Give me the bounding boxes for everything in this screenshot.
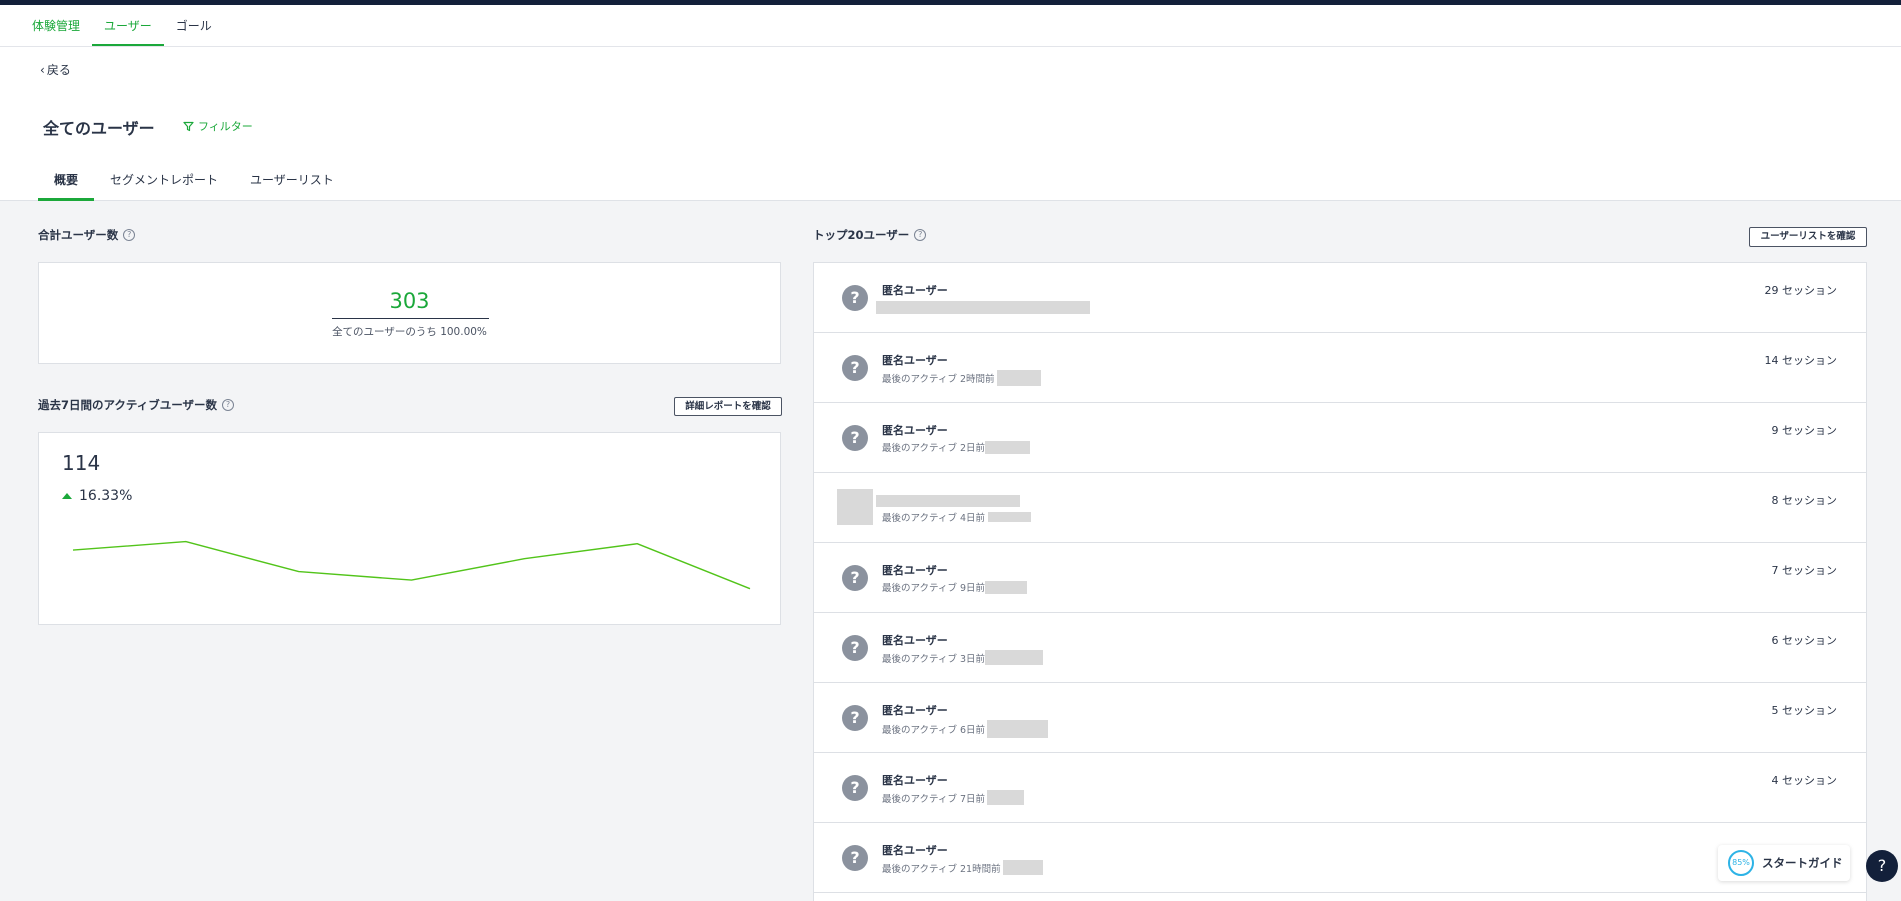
avatar: [837, 489, 873, 525]
redacted-block: [985, 650, 1044, 665]
list-item[interactable]: ? 匿名ユーザー 29 セッション: [814, 263, 1866, 333]
user-sessions: 9 セッション: [1771, 424, 1838, 437]
active-users-card: 114 16.33%: [38, 432, 781, 625]
list-item[interactable]: ? 匿名ユーザー 最後のアクティブ 21時間前: [814, 823, 1866, 893]
list-item[interactable]: ? 匿名ユーザー 最後のアクティブ 2日前 9 セッション: [814, 403, 1866, 473]
filter-icon: [183, 121, 194, 131]
active-users-sparkline: [72, 540, 751, 590]
list-item[interactable]: ? 匿名ユーザー 最後のアクティブ 3日前 6 セッション: [814, 613, 1866, 683]
tab-overview[interactable]: 概要: [38, 166, 95, 201]
active-users-label: 過去7日間のアクティブユーザー数: [38, 398, 218, 412]
tab-user-list[interactable]: ユーザーリスト: [250, 173, 334, 187]
user-sessions: 6 セッション: [1771, 634, 1838, 647]
top-bar: [0, 0, 1901, 5]
anonymous-user-icon: ?: [842, 425, 868, 451]
user-name: 匿名ユーザー: [882, 844, 948, 857]
top-users-heading: トップ20ユーザー ?: [813, 227, 927, 243]
tab-bar: 概要 セグメントレポート ユーザーリスト: [38, 166, 350, 201]
anonymous-user-icon: ?: [842, 635, 868, 661]
user-name: 匿名ユーザー: [882, 704, 948, 717]
redacted-block: [987, 790, 1025, 805]
progress-ring-icon: 85%: [1728, 850, 1754, 876]
redacted-block: [985, 440, 1031, 454]
redacted-block: [996, 370, 1041, 386]
start-guide-label: スタートガイド: [1762, 856, 1843, 870]
main-nav: 体験管理 ユーザー ゴール: [20, 5, 224, 47]
list-item[interactable]: ? 匿名ユーザー 最後のアクティブ 9日前 7 セッション: [814, 543, 1866, 613]
total-users-heading: 合計ユーザー数 ?: [38, 227, 136, 243]
tab-segment-report[interactable]: セグメントレポート: [110, 173, 219, 187]
page-header: [0, 5, 1901, 201]
anonymous-user-icon: ?: [842, 565, 868, 591]
user-name: 匿名ユーザー: [882, 354, 948, 367]
user-name: 匿名ユーザー: [882, 564, 948, 577]
page-title: 全てのユーザー: [43, 119, 155, 138]
nav-item-goals[interactable]: ゴール: [175, 19, 212, 33]
start-guide-button[interactable]: 85% スタートガイド: [1718, 845, 1850, 881]
back-label: 戻る: [46, 63, 71, 77]
user-name: 匿名ユーザー: [882, 284, 948, 297]
user-last-active: 最後のアクティブ 2時間前: [882, 370, 1041, 386]
total-users-label: 合計ユーザー数: [38, 228, 119, 242]
redacted-block: [876, 495, 1020, 507]
list-item[interactable]: 最後のアクティブ 4日前 8 セッション: [814, 473, 1866, 543]
user-name: 匿名ユーザー: [882, 424, 948, 437]
user-last-active: 最後のアクティブ 7日前: [882, 790, 1025, 805]
nav-item-experience[interactable]: 体験管理: [32, 19, 81, 33]
user-sessions: 4 セッション: [1771, 774, 1838, 787]
redacted-block: [985, 580, 1028, 594]
anonymous-user-icon: ?: [842, 355, 868, 381]
user-last-active: 最後のアクティブ 6日前: [882, 720, 1049, 738]
help-icon[interactable]: ?: [914, 229, 927, 241]
help-icon[interactable]: ?: [222, 399, 235, 411]
help-icon[interactable]: ?: [123, 229, 136, 241]
redacted-block: [876, 301, 1090, 314]
filter-button[interactable]: フィルター: [183, 118, 253, 134]
anonymous-user-icon: ?: [842, 845, 868, 871]
sparkline-series: [72, 540, 751, 590]
user-last-active: [876, 301, 1090, 314]
user-sessions: 29 セッション: [1764, 284, 1838, 297]
redacted-block: [1002, 860, 1043, 875]
user-last-active: 最後のアクティブ 2日前: [882, 440, 1031, 454]
anonymous-user-icon: ?: [842, 285, 868, 311]
back-link[interactable]: ‹ 戻る: [40, 61, 71, 78]
list-item[interactable]: ? 匿名ユーザー 最後のアクティブ 6日前 5 セッション: [814, 683, 1866, 753]
total-users-value: 303: [389, 289, 430, 313]
list-item[interactable]: ? 匿名ユーザー 最後のアクティブ 7日前 4 セッション: [814, 753, 1866, 823]
total-users-card: 303 全てのユーザーのうち 100.00%: [38, 262, 781, 364]
total-users-underline: [332, 318, 489, 319]
help-button[interactable]: ?: [1866, 850, 1898, 882]
anonymous-user-icon: ?: [842, 705, 868, 731]
filter-label: フィルター: [198, 120, 253, 133]
user-last-active: 最後のアクティブ 9日前: [882, 580, 1028, 594]
user-name: [876, 495, 1020, 510]
total-users-share: 全てのユーザーのうち 100.00%: [332, 326, 487, 338]
anonymous-user-icon: ?: [842, 775, 868, 801]
chevron-left-icon: ‹: [40, 62, 45, 77]
user-last-active: 最後のアクティブ 21時間前: [882, 860, 1043, 875]
user-sessions: 8 セッション: [1771, 494, 1838, 507]
user-list-button[interactable]: ユーザーリストを確認: [1749, 227, 1867, 247]
active-users-heading: 過去7日間のアクティブユーザー数 ?: [38, 397, 235, 413]
user-sessions: 5 セッション: [1771, 704, 1838, 717]
redacted-block: [987, 720, 1049, 738]
list-item[interactable]: ? 匿名ユーザー 最後のアクティブ 2時間前 14 セッション: [814, 333, 1866, 403]
user-last-active: 最後のアクティブ 4日前: [882, 510, 1032, 524]
detail-report-button[interactable]: 詳細レポートを確認: [674, 397, 782, 416]
top-users-label: トップ20ユーザー: [813, 228, 910, 242]
active-users-value: 114: [62, 451, 101, 475]
user-name: 匿名ユーザー: [882, 634, 948, 647]
triangle-up-icon: [62, 493, 72, 499]
active-users-change: 16.33%: [62, 488, 132, 504]
redacted-block: [988, 512, 1032, 522]
user-last-active: 最後のアクティブ 3日前: [882, 650, 1044, 665]
user-sessions: 7 セッション: [1771, 564, 1838, 577]
user-sessions: 14 セッション: [1764, 354, 1838, 367]
nav-item-users[interactable]: ユーザー: [92, 5, 164, 47]
nav-divider: [0, 46, 1901, 47]
top-users-list: ? 匿名ユーザー 29 セッション ? 匿名ユーザー 最後のアクティブ 2時間前…: [813, 262, 1867, 901]
active-users-change-value: 16.33%: [79, 488, 133, 504]
user-name: 匿名ユーザー: [882, 774, 948, 787]
